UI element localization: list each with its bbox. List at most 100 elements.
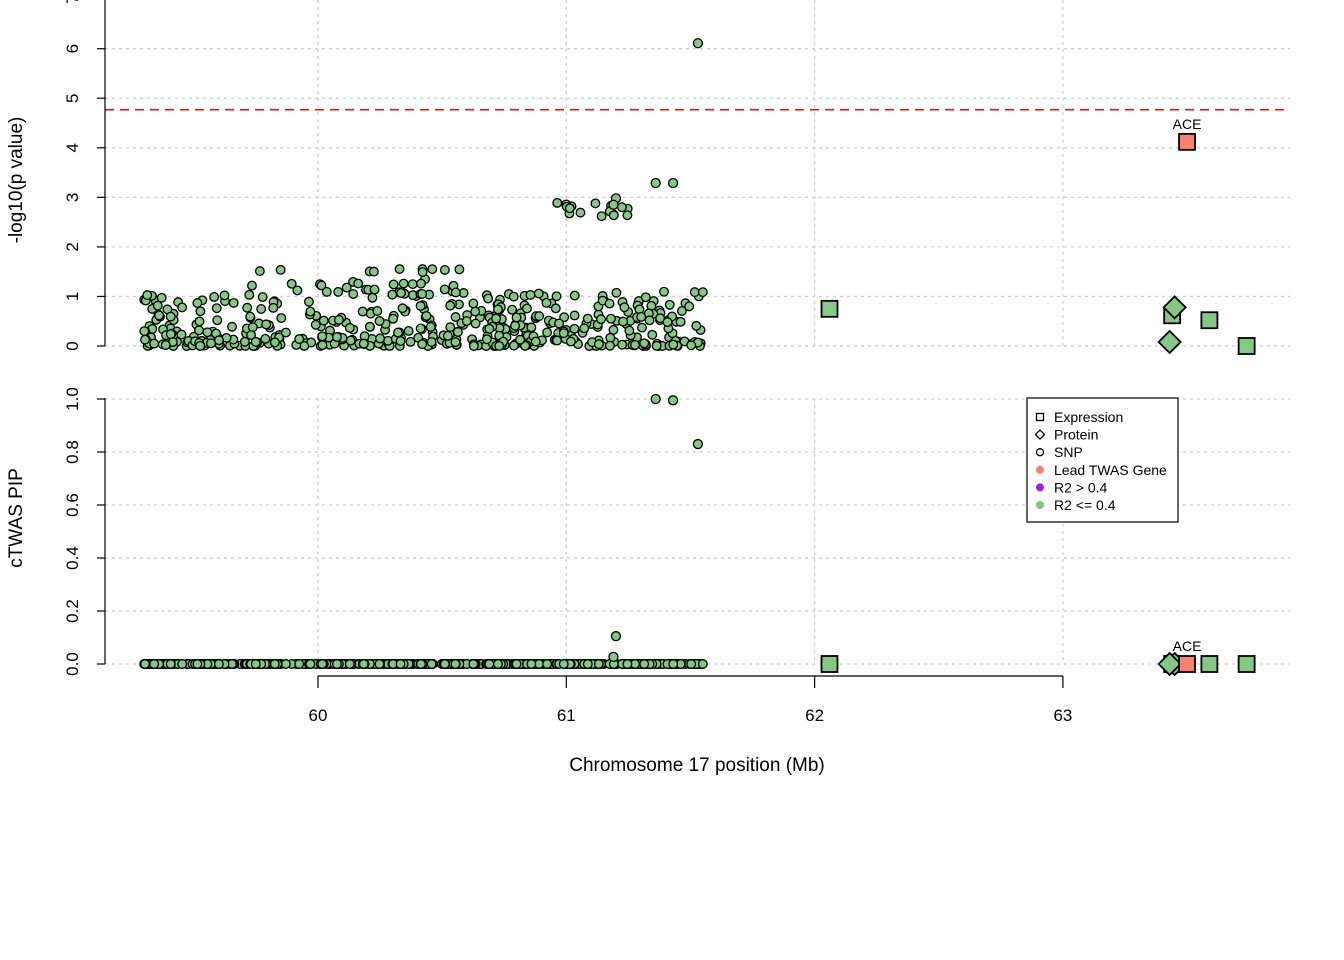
snp-point-pvalue (650, 177, 661, 189)
snp-point-pvalue (468, 341, 479, 351)
snp-point-pvalue (596, 211, 607, 222)
snp-point-pvalue (484, 323, 495, 334)
snp-point-pvalue (494, 341, 505, 351)
legend-label: Protein (1054, 427, 1098, 443)
y-tick-label-pvalue: 2 (63, 242, 82, 251)
snp-point-pvalue (450, 287, 461, 298)
snp-point-pvalue (569, 310, 580, 321)
snp-point-pvalue (393, 327, 403, 338)
snp-point-pip (484, 659, 495, 669)
snp-point-pvalue (261, 319, 272, 330)
gene-expression-square (820, 299, 839, 318)
snp-point-pvalue (684, 301, 695, 312)
snp-point-pvalue (331, 332, 342, 343)
snp-point-pvalue (644, 315, 655, 326)
snp-point-pvalue (372, 306, 383, 316)
snp-point-pip (192, 659, 203, 669)
snp-point-pvalue (209, 291, 220, 302)
snp-point-pip (269, 659, 280, 669)
snp-point-pvalue (260, 333, 271, 344)
snp-point-pvalue (468, 298, 479, 309)
snp-point-pvalue (552, 335, 562, 346)
snp-point-pvalue (303, 296, 314, 307)
snp-point-pvalue (551, 291, 562, 302)
snp-point-pip (450, 659, 461, 669)
legend-diamond-icon (1034, 429, 1046, 441)
data-points (139, 38, 1256, 677)
snp-point-pvalue (333, 314, 344, 325)
snp-point-pip (395, 659, 406, 669)
snp-point-pvalue (530, 336, 541, 347)
snp-point-pvalue (596, 314, 606, 325)
snp-point-pvalue (316, 280, 327, 291)
y-tick-label-pip: 0.0 (63, 652, 82, 676)
gene-label: ACE (1173, 638, 1202, 654)
snp-point-pvalue (686, 340, 697, 351)
snp-point-pvalue (405, 336, 416, 347)
snp-point-pvalue (508, 340, 519, 351)
snp-point-pvalue (470, 306, 481, 317)
snp-point-pvalue (604, 340, 615, 351)
snp-point-pvalue (624, 325, 635, 336)
snp-point-pvalue (442, 330, 453, 341)
snp-point-pvalue (575, 207, 586, 218)
snp-point-pvalue (511, 312, 522, 323)
snp-point-pvalue (445, 300, 456, 311)
snp-point-pvalue (510, 320, 521, 331)
y-tick-label-pvalue: 1 (63, 292, 82, 301)
snp-point-pvalue (630, 339, 640, 350)
snp-point-pvalue (554, 318, 565, 329)
snp-point-pvalue (398, 278, 409, 289)
snp-point-pvalue (254, 266, 265, 277)
snp-point-pvalue (242, 302, 253, 313)
snp-point-pvalue (445, 322, 456, 333)
snp-point-pvalue (202, 327, 213, 338)
gene-protein-diamond (1162, 295, 1187, 320)
snp-point-pip (280, 659, 291, 669)
gene-protein-diamond (1157, 329, 1182, 355)
snp-point-pvalue (525, 289, 536, 300)
y-tick-label-pip: 0.6 (63, 493, 82, 517)
snp-point-pvalue (250, 336, 261, 347)
y-tick-label-pvalue: 3 (63, 193, 82, 202)
snp-point-pvalue (245, 311, 256, 322)
legend-circle-icon (1035, 448, 1045, 457)
snp-point-pvalue (194, 316, 205, 327)
snp-point-pvalue (211, 303, 222, 314)
y-tick-label-pvalue: 5 (63, 94, 82, 103)
snp-point-pip (639, 659, 650, 669)
snp-point-pip (668, 659, 679, 669)
snp-point-pip (250, 659, 261, 669)
snp-point-pvalue (619, 302, 630, 313)
snp-point-pvalue (246, 330, 257, 340)
snp-point-pvalue (659, 286, 669, 297)
snp-point-pvalue (611, 287, 622, 298)
legend-square-icon (1035, 412, 1045, 422)
snp-point-pvalue (608, 199, 619, 210)
snp-point-pvalue (569, 323, 580, 334)
snp-point-pvalue (579, 323, 590, 334)
y-tick-label-pvalue: 7 (63, 0, 82, 4)
snp-point-pip (317, 659, 328, 669)
snp-point-pvalue (142, 290, 153, 301)
snp-point-pvalue (481, 334, 492, 345)
snp-point-pip (608, 651, 619, 662)
snp-point-pip (650, 393, 661, 405)
snp-point-pvalue (367, 292, 378, 303)
legend-label: R2 > 0.4 (1054, 479, 1108, 495)
snp-point-pvalue (154, 310, 165, 321)
snp-point-pip (165, 659, 176, 669)
snp-point-pip (344, 659, 355, 669)
snp-point-pvalue (491, 313, 502, 324)
snp-point-pvalue (417, 288, 428, 299)
snp-point-pvalue (692, 38, 704, 49)
snp-point-pvalue (647, 329, 658, 340)
snp-point-pvalue (427, 264, 438, 275)
snp-point-pvalue (407, 279, 418, 290)
snp-point-pvalue (417, 339, 428, 350)
snp-point-pvalue (493, 304, 503, 315)
snp-point-pvalue (394, 264, 405, 274)
gene-expression-square (1200, 311, 1219, 330)
snp-point-pvalue (268, 302, 279, 313)
snp-point-pvalue (608, 324, 619, 335)
